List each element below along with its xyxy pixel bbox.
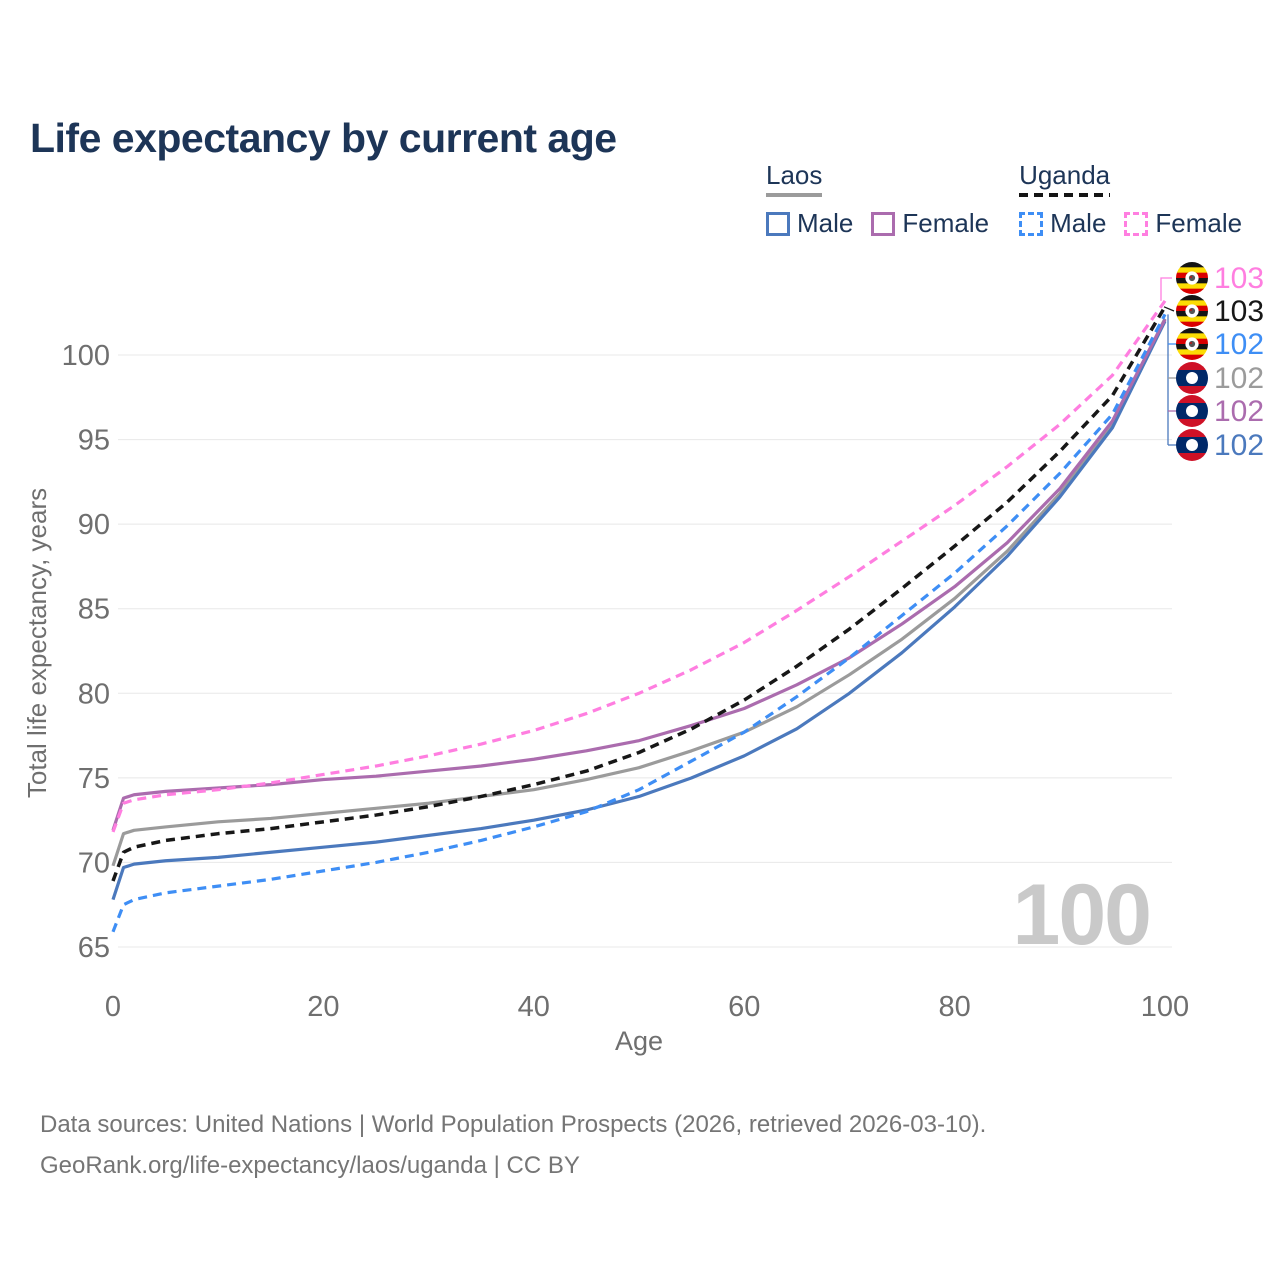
svg-text:65: 65 [78,932,110,964]
page-title: Life expectancy by current age [30,115,617,162]
svg-text:85: 85 [78,594,110,626]
end-label-uganda-female: 103 [1214,262,1264,295]
uganda-flag-icon [1176,295,1208,327]
svg-text:75: 75 [78,763,110,795]
y-axis-title: Total life expectancy, years [22,488,52,798]
legend-item-label: Male [1050,208,1107,238]
svg-text:0: 0 [105,991,121,1023]
uganda-dashed-line-swatch [1019,193,1111,197]
svg-text:60: 60 [728,991,760,1023]
svg-text:80: 80 [78,678,110,710]
license-line: GeoRank.org/life-expectancy/laos/uganda … [40,1152,580,1179]
legend-item-laos-female[interactable]: Female [871,208,989,239]
series-line-uganda-all [111,305,1167,882]
series-line-uganda-male [111,313,1167,933]
laos-flag-icon [1176,362,1208,394]
life-expectancy-line-chart: 65 70 75 80 85 90 95 100 0 20 40 60 80 100 Age Total li… [22,262,1264,1056]
legend-item-label: Male [797,208,854,238]
laos-male-swatch-icon [766,211,790,236]
svg-text:90: 90 [78,509,110,541]
gridlines [118,354,1172,948]
svg-text:40: 40 [518,991,550,1023]
data-source-line: Data sources: United Nations | World Pop… [40,1111,987,1138]
age-counter-watermark: 100 [1013,867,1151,963]
x-axis-title: Age [615,1026,663,1056]
chart-legend: Laos Male Female Uganda Male [766,160,1242,239]
uganda-flag-icon [1176,328,1208,360]
legend-country-laos-label: Laos [766,160,823,190]
legend-country-uganda[interactable]: Uganda [1019,160,1111,197]
legend-group-uganda: Uganda Male Female [1019,160,1242,239]
legend-item-laos-male[interactable]: Male [766,208,853,239]
svg-text:70: 70 [78,847,110,879]
series-line-laos-female [111,318,1167,831]
end-label-leader-lines [1160,277,1176,446]
series-line-laos-male [111,320,1167,901]
legend-item-label: Female [1155,208,1243,238]
svg-text:100: 100 [1141,991,1189,1023]
svg-text:95: 95 [78,425,110,457]
svg-text:80: 80 [938,991,970,1023]
end-label-uganda-all: 103 [1214,295,1264,328]
legend-item-label: Female [902,208,990,238]
end-label-uganda-male: 102 [1214,328,1264,361]
uganda-male-swatch-icon [1019,211,1044,236]
end-label-laos-male: 102 [1214,429,1264,462]
legend-group-laos: Laos Male Female [766,160,989,239]
series-line-uganda-female [111,299,1167,833]
end-label-laos-female: 102 [1214,395,1264,428]
uganda-flag-icon [1176,262,1208,294]
series-line-laos-all [111,317,1167,867]
legend-item-uganda-female[interactable]: Female [1124,208,1242,239]
series-lines [111,299,1167,933]
laos-flag-icon [1176,429,1208,461]
laos-solid-line-swatch [766,193,823,197]
legend-country-uganda-label: Uganda [1019,160,1111,190]
svg-text:100: 100 [62,340,110,372]
end-label-laos-all: 102 [1214,362,1264,395]
svg-text:20: 20 [307,991,339,1023]
legend-item-uganda-male[interactable]: Male [1019,208,1106,239]
x-axis-tick-labels: 0 20 40 60 80 100 [105,991,1189,1023]
legend-country-laos[interactable]: Laos [766,160,823,197]
laos-flag-icon [1176,395,1208,427]
laos-female-swatch-icon [871,211,896,236]
y-axis-tick-labels: 65 70 75 80 85 90 95 100 [62,340,110,964]
uganda-female-swatch-icon [1124,211,1149,236]
source-attribution: Data sources: United Nations | World Pop… [40,1104,986,1186]
